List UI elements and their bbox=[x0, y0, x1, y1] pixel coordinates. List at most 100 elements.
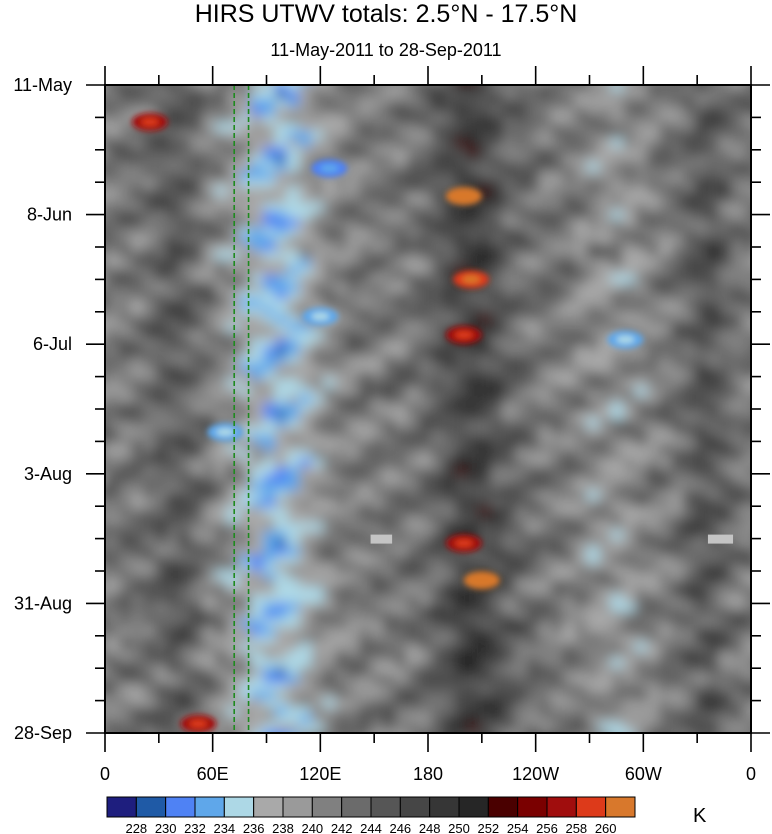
field-cell bbox=[371, 507, 384, 516]
field-cell bbox=[155, 475, 168, 484]
field-cell bbox=[539, 467, 552, 476]
field-cell bbox=[743, 659, 751, 668]
field-cell bbox=[287, 283, 300, 292]
field-cell bbox=[503, 619, 516, 628]
field-cell bbox=[275, 691, 288, 700]
field-cell bbox=[395, 643, 408, 652]
field-cell bbox=[575, 123, 588, 132]
field-cell bbox=[167, 739, 180, 748]
field-cell bbox=[659, 259, 672, 268]
field-cell bbox=[215, 715, 228, 724]
field-cell bbox=[455, 635, 468, 644]
field-cell bbox=[179, 443, 192, 452]
field-cell bbox=[707, 643, 720, 652]
field-cell bbox=[407, 499, 420, 508]
field-cell bbox=[275, 563, 288, 572]
field-cell bbox=[695, 203, 708, 212]
field-cell bbox=[539, 211, 552, 220]
x-tick-label: 120E bbox=[299, 764, 341, 784]
field-cell bbox=[707, 459, 720, 468]
field-cell bbox=[491, 499, 504, 508]
field-cell bbox=[143, 235, 156, 244]
field-cell bbox=[503, 547, 516, 556]
field-cell bbox=[599, 459, 612, 468]
field-cell bbox=[299, 411, 312, 420]
colorbar-swatch bbox=[253, 796, 284, 818]
field-cell bbox=[551, 739, 564, 748]
field-cell bbox=[215, 139, 228, 148]
field-cell bbox=[215, 219, 228, 228]
field-cell bbox=[167, 675, 180, 684]
field-cell bbox=[335, 339, 348, 348]
field-cell bbox=[671, 163, 684, 172]
field-cell bbox=[105, 491, 108, 500]
field-cell bbox=[479, 291, 492, 300]
field-cell bbox=[395, 627, 408, 636]
field-cell bbox=[647, 267, 660, 276]
field-cell bbox=[191, 379, 204, 388]
field-cell bbox=[659, 283, 672, 292]
field-cell bbox=[515, 323, 528, 332]
field-cell bbox=[731, 395, 744, 404]
field-cell bbox=[287, 355, 300, 364]
field-cell bbox=[731, 179, 744, 188]
field-cell bbox=[491, 243, 504, 252]
field-cell bbox=[105, 243, 108, 252]
field-cell bbox=[143, 211, 156, 220]
field-cell bbox=[419, 139, 432, 148]
field-cell bbox=[143, 179, 156, 188]
field-cell bbox=[167, 523, 180, 532]
field-cell bbox=[359, 203, 372, 212]
field-cell bbox=[383, 419, 396, 428]
field-cell bbox=[539, 299, 552, 308]
field-cell bbox=[443, 99, 456, 108]
field-cell bbox=[105, 363, 108, 372]
field-cell bbox=[647, 91, 660, 100]
field-cell bbox=[323, 675, 336, 684]
field-cell bbox=[167, 499, 180, 508]
field-cell bbox=[239, 291, 252, 300]
field-cell bbox=[743, 523, 751, 532]
field-cell bbox=[527, 563, 540, 572]
field-cell bbox=[143, 443, 156, 452]
field-cell bbox=[539, 139, 552, 148]
field-feature-core bbox=[216, 428, 235, 437]
field-cell bbox=[287, 531, 300, 540]
field-cell bbox=[323, 715, 336, 724]
field-cell bbox=[335, 387, 348, 396]
field-cell bbox=[263, 307, 276, 316]
field-cell bbox=[455, 387, 468, 396]
field-cell bbox=[755, 691, 768, 700]
field-cell bbox=[119, 579, 132, 588]
field-cell bbox=[311, 235, 324, 244]
field-cell bbox=[119, 75, 132, 84]
field-cell bbox=[275, 723, 288, 732]
field-cell bbox=[419, 299, 432, 308]
field-cell bbox=[167, 387, 180, 396]
field-cell bbox=[515, 619, 528, 628]
field-cell bbox=[659, 667, 672, 676]
field-cell bbox=[347, 267, 360, 276]
field-cell bbox=[359, 523, 372, 532]
field-cell bbox=[683, 419, 696, 428]
field-cell bbox=[119, 275, 132, 284]
field-cell bbox=[143, 635, 156, 644]
field-cell bbox=[107, 219, 120, 228]
field-cell bbox=[347, 139, 360, 148]
field-cell bbox=[407, 259, 420, 268]
field-cell bbox=[479, 443, 492, 452]
field-cell bbox=[671, 171, 684, 180]
field-cell bbox=[659, 219, 672, 228]
field-cell bbox=[203, 323, 216, 332]
field-cell bbox=[155, 651, 168, 660]
field-cell bbox=[575, 91, 588, 100]
field-cell bbox=[407, 459, 420, 468]
field-cell bbox=[119, 683, 132, 692]
field-cell bbox=[671, 419, 684, 428]
field-cell bbox=[371, 427, 384, 436]
field-cell bbox=[431, 507, 444, 516]
field-cell bbox=[515, 691, 528, 700]
field-cell bbox=[587, 675, 600, 684]
field-cell bbox=[251, 587, 264, 596]
field-cell bbox=[731, 91, 744, 100]
